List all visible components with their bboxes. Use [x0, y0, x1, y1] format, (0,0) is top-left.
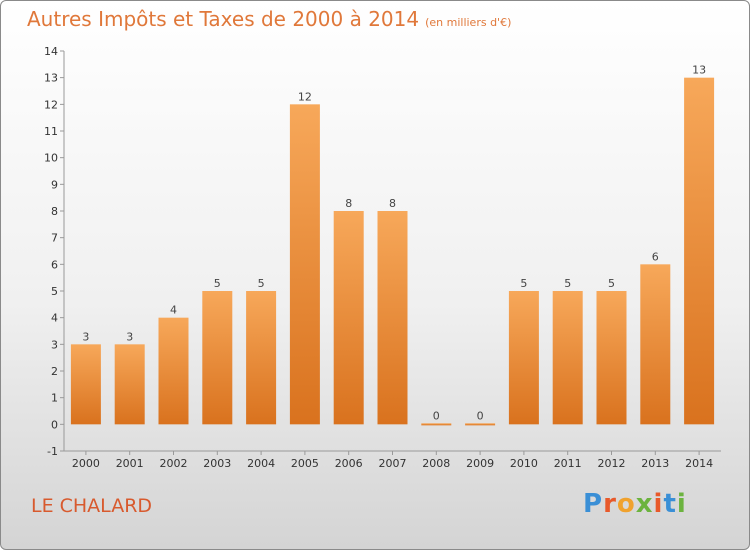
- y-tick-label: 4: [51, 312, 58, 325]
- y-tick-label: 8: [51, 205, 58, 218]
- x-tick-label-2000: 2000: [72, 457, 100, 470]
- y-tick-label: 9: [51, 178, 58, 191]
- bar-2014: [684, 77, 715, 425]
- x-tick-label-2001: 2001: [116, 457, 144, 470]
- y-tick-label: 11: [44, 125, 58, 138]
- x-tick-label-2006: 2006: [335, 457, 363, 470]
- y-tick-label: 3: [51, 338, 58, 351]
- bar-2008: [421, 423, 452, 426]
- x-tick-label-2007: 2007: [379, 457, 407, 470]
- bar-2005: [289, 104, 320, 425]
- data-label-2013: 6: [652, 250, 659, 263]
- bar-2013: [640, 264, 671, 425]
- bar-2006: [333, 211, 364, 425]
- bar-2000: [70, 344, 101, 425]
- x-tick-label-2002: 2002: [160, 457, 188, 470]
- data-label-2014: 13: [692, 64, 706, 77]
- data-label-2008: 0: [433, 409, 440, 422]
- y-tick-label: 12: [44, 98, 58, 111]
- y-tick-label: 13: [44, 72, 58, 85]
- x-axis-labels: 2000 2001 2002 2003 2004 2005 2006 2007 2008 2009…: [72, 451, 713, 470]
- bar-2004: [246, 291, 277, 425]
- data-label-2003: 5: [214, 277, 221, 290]
- y-tick-label: 7: [51, 232, 58, 245]
- bar-2007: [377, 211, 408, 425]
- y-tick-label: 5: [51, 285, 58, 298]
- data-label-2010: 5: [520, 277, 527, 290]
- bar-2010: [508, 291, 539, 425]
- x-tick-label-2008: 2008: [422, 457, 450, 470]
- x-tick-label-2014: 2014: [685, 457, 713, 470]
- bar-2012: [596, 291, 627, 425]
- logo-letter: i: [653, 489, 664, 519]
- bar-2011: [552, 291, 583, 425]
- data-label-2001: 3: [126, 330, 133, 343]
- bar-2009: [465, 423, 496, 426]
- data-label-2007: 8: [389, 197, 396, 210]
- logo-letter: i: [676, 489, 687, 519]
- data-label-2004: 5: [258, 277, 265, 290]
- x-tick-label-2013: 2013: [641, 457, 669, 470]
- y-tick-label: 0: [51, 418, 58, 431]
- data-label-2005: 12: [298, 90, 312, 103]
- y-tick-label: 10: [44, 152, 58, 165]
- chart-title: Autres Impôts et Taxes de 2000 à 2014: [27, 7, 420, 31]
- logo-letter: r: [603, 489, 617, 519]
- data-labels: 3 3 4 5 5 12 8 8 0 0 5 5 5 6 13: [82, 64, 706, 423]
- proxiti-logo: Proxiti: [583, 489, 687, 519]
- data-label-2006: 8: [345, 197, 352, 210]
- x-tick-label-2003: 2003: [203, 457, 231, 470]
- logo-letter: o: [616, 489, 636, 519]
- x-tick-label-2005: 2005: [291, 457, 319, 470]
- x-tick-label-2010: 2010: [510, 457, 538, 470]
- x-tick-label-2009: 2009: [466, 457, 494, 470]
- bar-2002: [158, 317, 189, 425]
- chart-title-block: Autres Impôts et Taxes de 2000 à 2014 (en…: [27, 7, 511, 31]
- data-label-2002: 4: [170, 304, 177, 317]
- logo-letter: x: [635, 489, 654, 519]
- y-tick-label: 1: [51, 392, 58, 405]
- x-tick-label-2012: 2012: [598, 457, 626, 470]
- bar-2003: [202, 291, 233, 425]
- commune-name: LE CHALARD: [31, 495, 153, 517]
- x-tick-label-2004: 2004: [247, 457, 275, 470]
- data-label-2000: 3: [82, 330, 89, 343]
- y-tick-label: 14: [44, 45, 58, 58]
- y-tick-label: -1: [47, 445, 58, 458]
- data-label-2009: 0: [477, 409, 484, 422]
- bar-2001: [114, 344, 145, 425]
- data-label-2012: 5: [608, 277, 615, 290]
- data-label-2011: 5: [564, 277, 571, 290]
- x-tick-label-2011: 2011: [554, 457, 582, 470]
- chart-subtitle: (en milliers d'€): [425, 16, 512, 29]
- y-tick-label: 6: [51, 258, 58, 271]
- logo-letter: t: [663, 489, 677, 519]
- logo-letter: P: [583, 489, 604, 519]
- y-tick-label: 2: [51, 365, 58, 378]
- bars: [70, 77, 715, 426]
